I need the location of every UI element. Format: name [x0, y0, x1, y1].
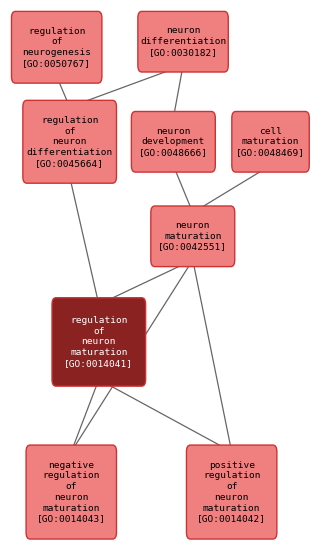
- FancyBboxPatch shape: [26, 445, 117, 539]
- Text: regulation
of
neurogenesis
[GO:0050767]: regulation of neurogenesis [GO:0050767]: [22, 27, 91, 68]
- Text: negative
regulation
of
neuron
maturation
[GO:0014043]: negative regulation of neuron maturation…: [37, 461, 106, 523]
- Text: positive
regulation
of
neuron
maturation
[GO:0014042]: positive regulation of neuron maturation…: [197, 461, 266, 523]
- FancyBboxPatch shape: [232, 111, 309, 172]
- FancyBboxPatch shape: [52, 298, 146, 386]
- FancyBboxPatch shape: [11, 11, 102, 83]
- Text: cell
maturation
[GO:0048469]: cell maturation [GO:0048469]: [236, 127, 305, 157]
- FancyBboxPatch shape: [132, 111, 215, 172]
- FancyBboxPatch shape: [23, 100, 117, 183]
- FancyBboxPatch shape: [138, 11, 228, 72]
- Text: neuron
development
[GO:0048666]: neuron development [GO:0048666]: [139, 127, 208, 157]
- FancyBboxPatch shape: [186, 445, 277, 539]
- Text: regulation
of
neuron
differentiation
[GO:0045664]: regulation of neuron differentiation [GO…: [27, 116, 113, 168]
- Text: neuron
maturation
[GO:0042551]: neuron maturation [GO:0042551]: [158, 221, 227, 251]
- FancyBboxPatch shape: [151, 206, 235, 267]
- Text: regulation
of
neuron
maturation
[GO:0014041]: regulation of neuron maturation [GO:0014…: [64, 316, 133, 368]
- Text: neuron
differentiation
[GO:0030182]: neuron differentiation [GO:0030182]: [140, 27, 226, 57]
